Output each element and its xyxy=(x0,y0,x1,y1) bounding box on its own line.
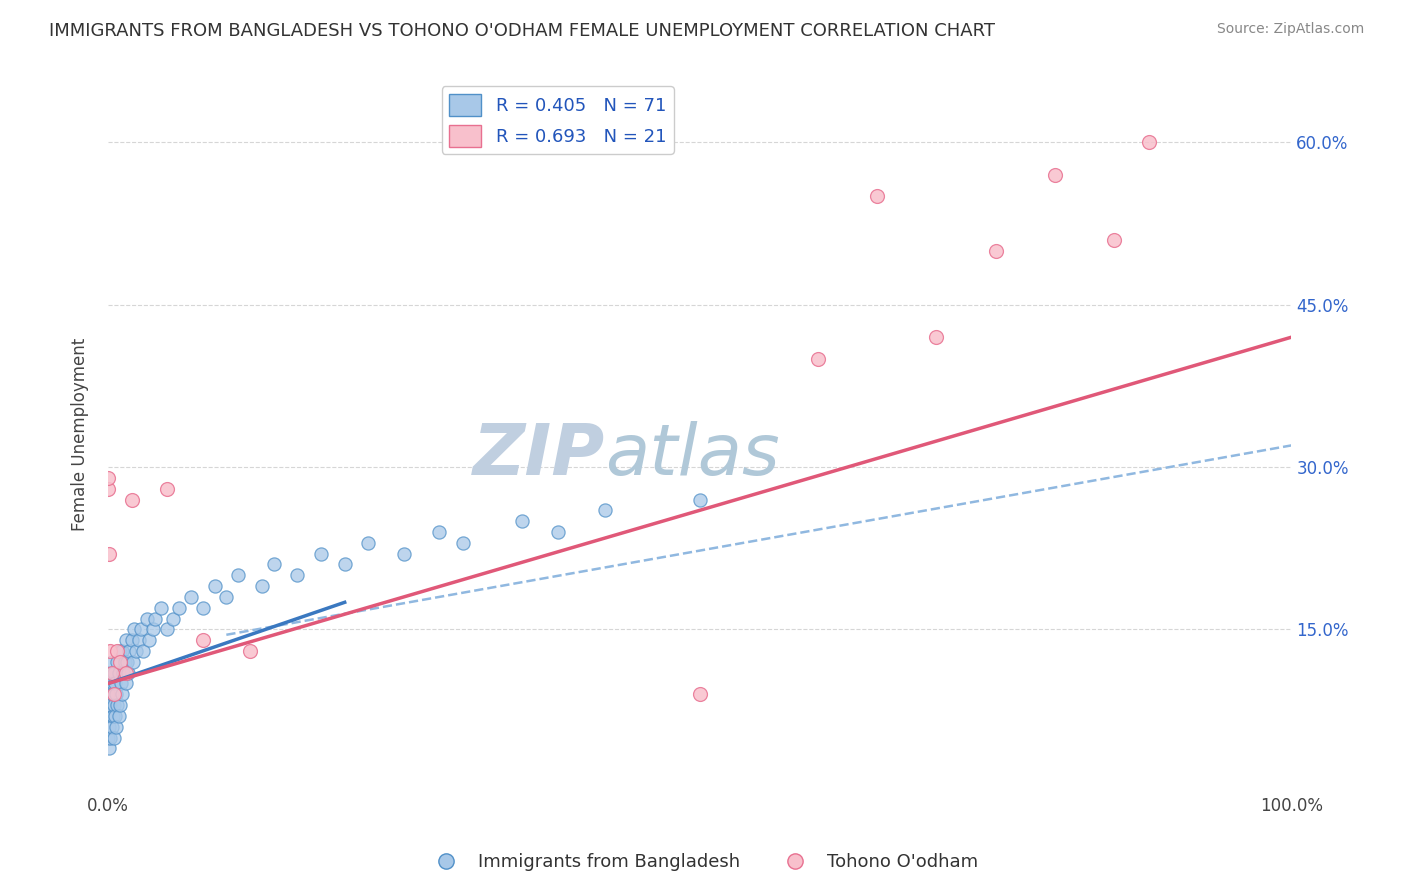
Point xyxy=(309,547,332,561)
Point xyxy=(593,503,616,517)
Point xyxy=(984,244,1007,258)
Point xyxy=(132,644,155,658)
Point xyxy=(226,568,249,582)
Point xyxy=(108,655,131,669)
Point xyxy=(111,644,134,658)
Point xyxy=(263,558,285,572)
Point xyxy=(100,655,122,669)
Point xyxy=(98,741,121,756)
Point xyxy=(125,644,148,658)
Point xyxy=(191,633,214,648)
Point xyxy=(98,720,121,734)
Point xyxy=(118,644,141,658)
Point xyxy=(204,579,226,593)
Point xyxy=(101,709,124,723)
Point xyxy=(98,644,121,658)
Point xyxy=(98,547,121,561)
Point xyxy=(150,600,173,615)
Point xyxy=(108,698,131,712)
Point xyxy=(142,623,165,637)
Point xyxy=(239,644,262,658)
Point xyxy=(97,709,120,723)
Point xyxy=(547,524,569,539)
Point xyxy=(100,720,122,734)
Point xyxy=(117,665,139,680)
Point xyxy=(105,720,128,734)
Point xyxy=(114,676,136,690)
Point xyxy=(156,482,179,496)
Point xyxy=(138,633,160,648)
Point xyxy=(98,731,121,745)
Point xyxy=(122,623,145,637)
Point xyxy=(100,687,122,701)
Point xyxy=(1043,168,1066,182)
Point xyxy=(250,579,273,593)
Point xyxy=(97,687,120,701)
Point xyxy=(156,623,179,637)
Point xyxy=(215,590,238,604)
Point xyxy=(510,514,533,528)
Point xyxy=(98,698,121,712)
Point xyxy=(98,698,121,712)
Text: atlas: atlas xyxy=(605,422,780,491)
Point xyxy=(427,524,450,539)
Point xyxy=(121,492,143,507)
Point xyxy=(110,676,132,690)
Text: Source: ZipAtlas.com: Source: ZipAtlas.com xyxy=(1216,22,1364,37)
Point xyxy=(104,709,127,723)
Point xyxy=(180,590,202,604)
Point xyxy=(1102,233,1125,247)
Point xyxy=(103,687,125,701)
Point xyxy=(103,731,125,745)
Point xyxy=(105,687,128,701)
Point xyxy=(100,665,122,680)
Point xyxy=(167,600,190,615)
Point xyxy=(115,655,138,669)
Point xyxy=(162,611,184,625)
Legend: R = 0.405   N = 71, R = 0.693   N = 21: R = 0.405 N = 71, R = 0.693 N = 21 xyxy=(441,87,673,154)
Point xyxy=(108,644,131,658)
Point xyxy=(114,655,136,669)
Point xyxy=(285,568,308,582)
Point xyxy=(1139,136,1161,150)
Point xyxy=(866,189,889,203)
Point xyxy=(97,731,120,745)
Point xyxy=(143,611,166,625)
Point xyxy=(112,665,135,680)
Point xyxy=(925,330,948,344)
Point xyxy=(689,492,711,507)
Point xyxy=(107,655,129,669)
Point xyxy=(121,633,143,648)
Legend: Immigrants from Bangladesh, Tohono O'odham: Immigrants from Bangladesh, Tohono O'odh… xyxy=(420,847,986,879)
Point xyxy=(392,547,415,561)
Point xyxy=(107,665,129,680)
Point xyxy=(103,665,125,680)
Point xyxy=(191,600,214,615)
Point xyxy=(107,644,129,658)
Point xyxy=(101,676,124,690)
Point xyxy=(451,536,474,550)
Point xyxy=(104,676,127,690)
Point xyxy=(128,633,150,648)
Point xyxy=(114,633,136,648)
Point xyxy=(121,655,143,669)
Point xyxy=(111,687,134,701)
Point xyxy=(333,558,356,572)
Point xyxy=(689,687,711,701)
Point xyxy=(114,665,136,680)
Point xyxy=(357,536,380,550)
Text: ZIP: ZIP xyxy=(472,422,605,491)
Y-axis label: Female Unemployment: Female Unemployment xyxy=(72,338,89,532)
Text: IMMIGRANTS FROM BANGLADESH VS TOHONO O'ODHAM FEMALE UNEMPLOYMENT CORRELATION CHA: IMMIGRANTS FROM BANGLADESH VS TOHONO O'O… xyxy=(49,22,995,40)
Point xyxy=(136,611,159,625)
Point xyxy=(103,698,125,712)
Point xyxy=(98,676,121,690)
Point xyxy=(97,471,120,485)
Point xyxy=(107,709,129,723)
Point xyxy=(129,623,152,637)
Point xyxy=(107,698,129,712)
Point xyxy=(97,482,120,496)
Point xyxy=(807,351,830,366)
Point xyxy=(98,665,121,680)
